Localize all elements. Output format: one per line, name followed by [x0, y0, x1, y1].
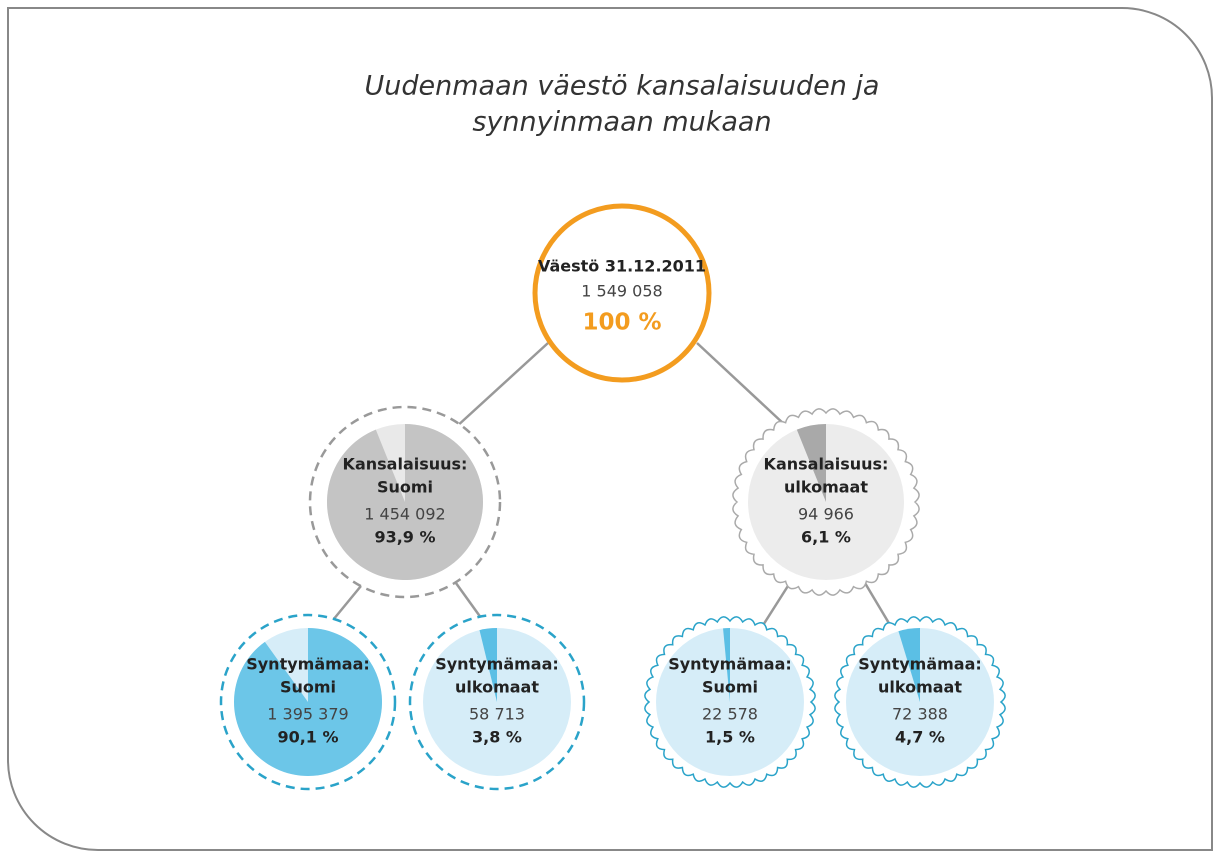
pie-slice: [234, 628, 383, 776]
node-percent: 93,9 %: [374, 528, 435, 547]
node-label: Suomi: [702, 678, 758, 697]
title-line: Uudenmaan väestö kansalaisuuden ja: [365, 71, 880, 102]
node-count: 1 549 058: [581, 282, 662, 301]
node-label: Syntymämaa:: [668, 655, 792, 674]
title-line: synnyinmaan mukaan: [472, 107, 771, 138]
node-count: 72 388: [892, 705, 948, 724]
node-label: Suomi: [280, 678, 336, 697]
pie-slice: [898, 628, 920, 702]
node-count: 1 454 092: [364, 505, 445, 524]
node-percent: 6,1 %: [801, 528, 851, 547]
connector: [696, 342, 786, 426]
node-label: Väestö 31.12.2011: [538, 257, 706, 276]
node-percent: 4,7 %: [895, 728, 945, 747]
node-percent: 100 %: [582, 310, 661, 336]
node-label: Syntymämaa:: [858, 655, 982, 674]
pie-slice: [327, 424, 484, 580]
pie-slice: [723, 628, 730, 702]
node-count: 22 578: [702, 705, 758, 724]
node-label: Kansalaisuus:: [343, 455, 468, 474]
frame: [7, 7, 1213, 851]
node-label: Syntymämaa:: [435, 655, 559, 674]
node-count: 1 395 379: [267, 705, 348, 724]
node-label: ulkomaat: [784, 478, 868, 497]
node-label: ulkomaat: [455, 678, 539, 697]
node-count: 58 713: [469, 705, 525, 724]
connector: [454, 342, 549, 429]
node-percent: 90,1 %: [277, 728, 338, 747]
pie-slice: [479, 628, 497, 702]
node-count: 94 966: [798, 505, 854, 524]
node-label: ulkomaat: [878, 678, 962, 697]
node-percent: 1,5 %: [705, 728, 755, 747]
connector: [860, 577, 895, 631]
pie-slice: [796, 423, 826, 502]
node-label: Suomi: [377, 478, 433, 497]
node-percent: 3,8 %: [472, 728, 522, 747]
root-circle: [532, 203, 712, 383]
node-label: Syntymämaa:: [246, 655, 370, 674]
node-label: Kansalaisuus:: [764, 455, 889, 474]
